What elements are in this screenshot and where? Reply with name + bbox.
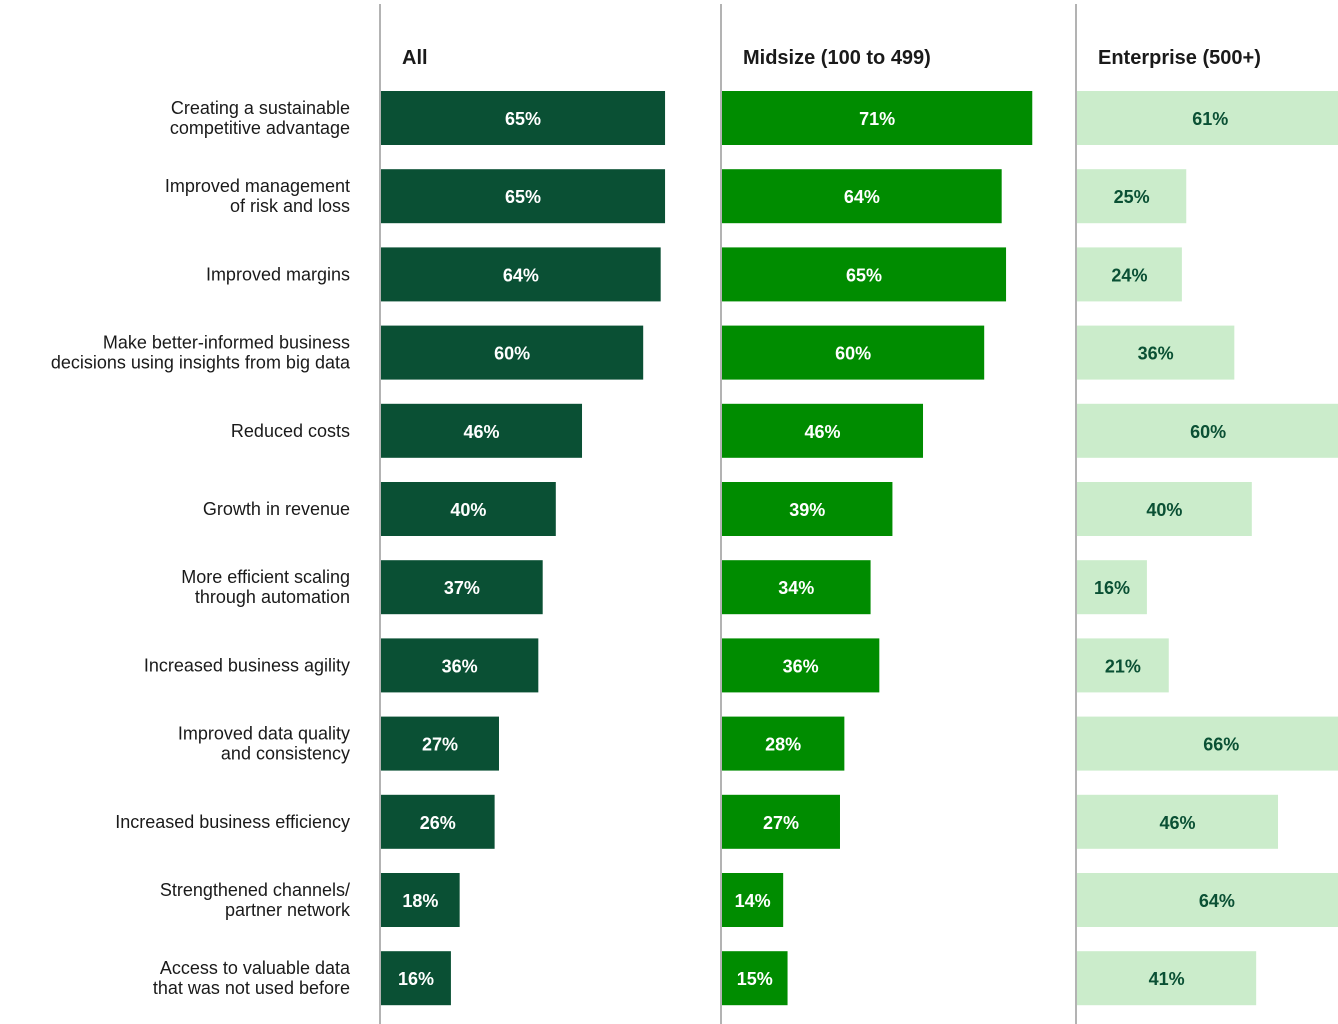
bar-0-10 — [381, 873, 460, 927]
bar-value-label-2-11: 41% — [1149, 969, 1185, 989]
series-header-2: Enterprise (500+) — [1098, 47, 1261, 69]
bar-2-10 — [1077, 873, 1338, 927]
bar-1-8 — [722, 716, 845, 771]
bar-value-label-2-6: 16% — [1094, 578, 1130, 598]
bar-value-label-2-0: 61% — [1192, 109, 1228, 129]
bar-value-label-0-5: 40% — [450, 500, 486, 520]
bar-value-label-0-1: 65% — [505, 187, 541, 207]
bar-value-label-2-9: 46% — [1159, 813, 1195, 833]
bar-1-2 — [722, 247, 1007, 302]
bar-1-10 — [722, 873, 784, 927]
bar-value-label-0-11: 16% — [398, 969, 434, 989]
bar-1-7 — [722, 638, 880, 693]
bar-value-label-2-5: 40% — [1146, 500, 1182, 520]
bar-value-label-0-7: 36% — [442, 656, 478, 676]
bar-2-3 — [1077, 325, 1235, 380]
bar-value-label-1-7: 36% — [783, 656, 819, 676]
bar-2-4 — [1077, 403, 1338, 458]
category-label-4: Reduced costs — [231, 421, 350, 441]
category-label-6: More efficient scaling through automation — [181, 567, 350, 607]
series-header-1: Midsize (100 to 499) — [743, 47, 931, 69]
series-header-0: All — [402, 47, 428, 69]
bar-value-label-0-9: 26% — [420, 813, 456, 833]
bar-value-label-0-4: 46% — [463, 422, 499, 442]
bar-0-1 — [381, 169, 666, 224]
bar-value-label-2-4: 60% — [1190, 422, 1226, 442]
category-label-7: Increased business agility — [144, 655, 350, 675]
bar-1-3 — [722, 325, 985, 380]
bar-0-0 — [381, 91, 666, 145]
category-label-1: Improved management of risk and loss — [165, 176, 350, 216]
bar-value-label-1-3: 60% — [835, 344, 871, 364]
bar-1-0 — [722, 91, 1033, 145]
bar-1-1 — [722, 169, 1002, 224]
bar-value-label-1-2: 65% — [846, 265, 882, 285]
bar-2-11 — [1077, 951, 1257, 1006]
bar-1-4 — [722, 403, 924, 458]
bar-0-2 — [381, 247, 661, 302]
bar-value-label-2-1: 25% — [1114, 187, 1150, 207]
bar-value-label-2-10: 64% — [1199, 891, 1235, 911]
bar-1-6 — [722, 560, 871, 615]
bar-value-label-0-8: 27% — [422, 735, 458, 755]
category-label-0: Creating a sustainable competitive advant… — [170, 98, 350, 138]
bar-value-label-2-8: 66% — [1203, 735, 1239, 755]
category-label-3: Make better-informed business decisions u… — [51, 333, 351, 373]
bar-value-label-1-6: 34% — [778, 578, 814, 598]
bar-value-label-0-6: 37% — [444, 578, 480, 598]
category-label-8: Improved data quality and consistency — [178, 724, 350, 764]
bar-2-1 — [1077, 169, 1187, 224]
bar-value-label-1-9: 27% — [763, 813, 799, 833]
bar-0-5 — [381, 482, 556, 536]
bar-value-label-0-0: 65% — [505, 109, 541, 129]
bar-1-5 — [722, 482, 893, 536]
bar-value-label-0-2: 64% — [503, 265, 539, 285]
category-label-10: Strengthened channels/partner network — [160, 880, 351, 920]
bar-2-6 — [1077, 560, 1147, 615]
bar-0-9 — [381, 794, 495, 849]
bar-value-label-2-2: 24% — [1111, 265, 1147, 285]
bar-0-11 — [381, 951, 451, 1006]
bar-value-label-0-10: 18% — [402, 891, 438, 911]
bar-value-label-2-7: 21% — [1105, 656, 1141, 676]
bar-value-label-1-1: 64% — [844, 187, 880, 207]
bar-0-8 — [381, 716, 499, 771]
category-label-11: Access to valuable data that was not used… — [153, 958, 351, 998]
bar-value-label-0-3: 60% — [494, 344, 530, 364]
bar-2-9 — [1077, 794, 1279, 849]
bar-value-label-1-11: 15% — [737, 969, 773, 989]
bar-2-7 — [1077, 638, 1169, 693]
bar-value-label-1-8: 28% — [765, 735, 801, 755]
bar-2-5 — [1077, 482, 1252, 536]
bar-2-8 — [1077, 716, 1338, 771]
bar-2-2 — [1077, 247, 1182, 302]
bar-value-label-1-5: 39% — [789, 500, 825, 520]
bar-2-0 — [1077, 91, 1338, 145]
category-label-2: Improved margins — [206, 264, 350, 284]
category-label-5: Growth in revenue — [203, 499, 350, 519]
bar-0-4 — [381, 403, 583, 458]
bar-0-6 — [381, 560, 543, 615]
bar-value-label-2-3: 36% — [1138, 344, 1174, 364]
bar-0-3 — [381, 325, 644, 380]
bar-value-label-1-4: 46% — [804, 422, 840, 442]
category-label-9: Increased business efficiency — [115, 812, 350, 832]
bar-value-label-1-0: 71% — [859, 109, 895, 129]
bar-value-label-1-10: 14% — [735, 891, 771, 911]
bar-0-7 — [381, 638, 539, 693]
bar-1-9 — [722, 794, 840, 849]
bar-1-11 — [722, 951, 788, 1006]
